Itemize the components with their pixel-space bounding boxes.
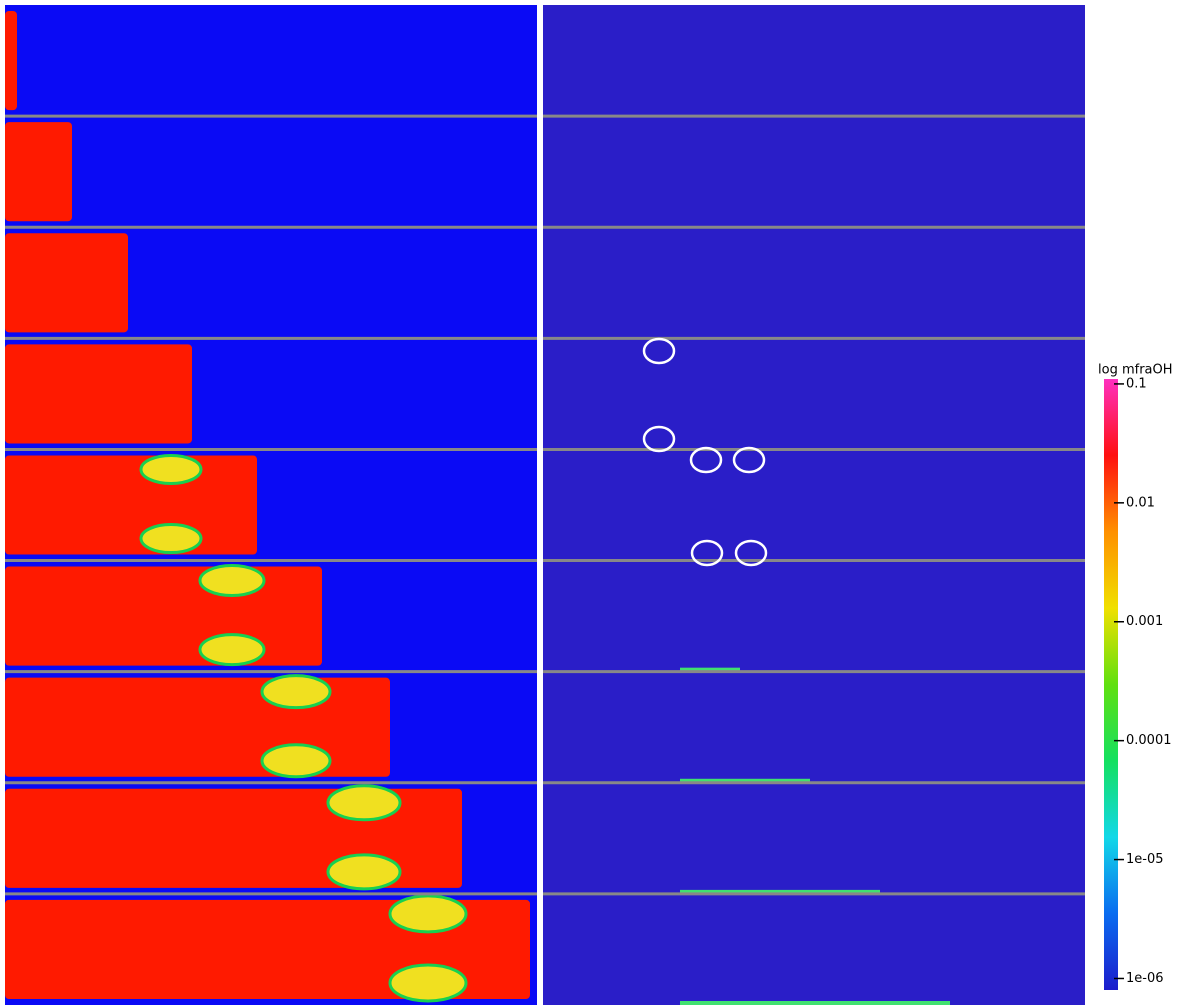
red-region (5, 11, 17, 110)
left-panel (5, 5, 537, 1005)
red-region (5, 233, 128, 332)
vortex (262, 676, 330, 708)
panel-background (543, 5, 1085, 1005)
tick-label: 1e-05 (1126, 852, 1164, 867)
red-region (5, 122, 72, 221)
tick-label: 0.01 (1126, 495, 1155, 510)
vortex (390, 965, 466, 1001)
vortex (390, 896, 466, 932)
red-region (5, 344, 192, 443)
vortex (200, 635, 264, 665)
tick-label: 0.1 (1126, 376, 1147, 391)
vortex (141, 525, 201, 553)
vortex (262, 745, 330, 777)
vortex (200, 566, 264, 596)
tick-label: 0.0001 (1126, 733, 1172, 748)
tick-label: 1e-06 (1126, 971, 1164, 986)
colorbar-title: log mfraOH (1098, 363, 1173, 378)
colorbar (1104, 379, 1118, 990)
tick-label: 0.001 (1126, 614, 1163, 629)
oh-streak (680, 1001, 950, 1005)
vortex (328, 786, 400, 820)
red-region (5, 567, 322, 666)
red-region (5, 455, 257, 554)
vortex (328, 855, 400, 889)
vortex (141, 455, 201, 483)
figure: log mfraOH 0.1 0.01 0.001 0.0001 1e-05 1e-06 (0, 0, 1195, 1008)
right-panel (543, 5, 1085, 1005)
red-region (5, 678, 390, 777)
